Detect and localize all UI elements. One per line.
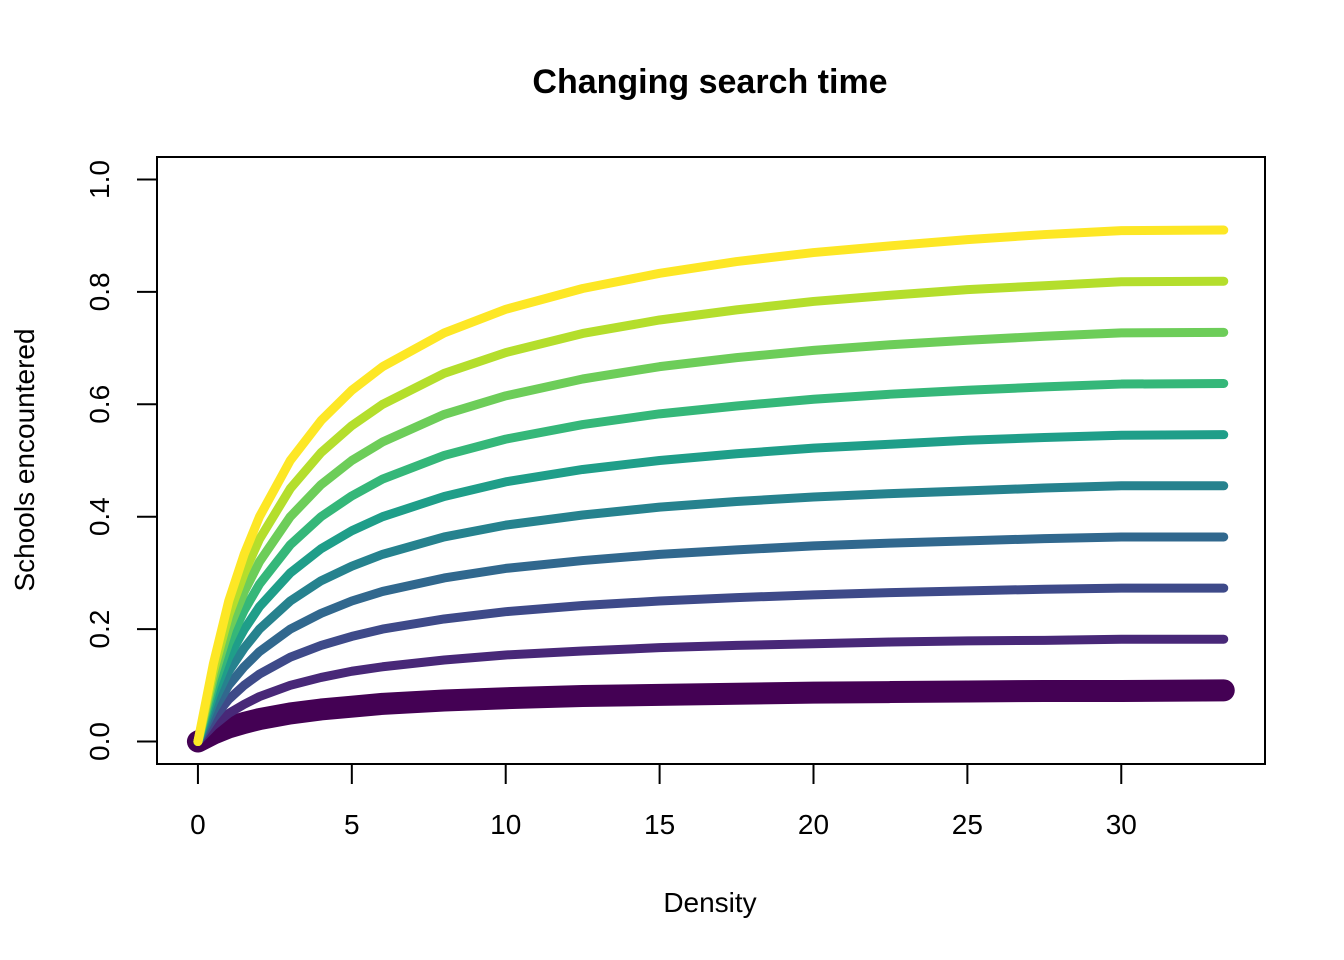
x-tick-label: 5 [344, 809, 360, 840]
series-line-5 [193, 481, 1229, 747]
chart-title: Changing search time [532, 63, 887, 101]
series-line-6 [193, 430, 1229, 747]
x-tick-label: 10 [490, 809, 521, 840]
series-line-10 [193, 225, 1229, 747]
x-axis: 0 5 10 15 20 25 30 [190, 763, 1137, 840]
y-axis: 0.0 0.2 0.4 0.6 0.8 1.0 [84, 160, 158, 761]
series-line-7 [193, 379, 1229, 747]
x-tick-label: 20 [798, 809, 829, 840]
series-line-3 [193, 583, 1229, 747]
y-tick-label: 0.2 [84, 610, 115, 649]
series-line-4 [193, 532, 1229, 747]
y-tick-label: 0.0 [84, 722, 115, 761]
y-tick-label: 1.0 [84, 160, 115, 199]
y-tick-label: 0.8 [84, 272, 115, 311]
series-line-9 [193, 276, 1229, 747]
series-line-1 [186, 679, 1235, 753]
y-axis-label: Schools encountered [9, 328, 40, 591]
x-axis-label: Density [663, 887, 756, 918]
series-group [186, 225, 1235, 753]
series-line-2 [193, 634, 1229, 747]
x-tick-label: 0 [190, 809, 206, 840]
series-line-8 [193, 327, 1229, 747]
x-tick-label: 30 [1106, 809, 1137, 840]
y-tick-label: 0.6 [84, 385, 115, 424]
x-tick-label: 15 [644, 809, 675, 840]
y-tick-label: 0.4 [84, 497, 115, 536]
x-tick-label: 25 [952, 809, 983, 840]
